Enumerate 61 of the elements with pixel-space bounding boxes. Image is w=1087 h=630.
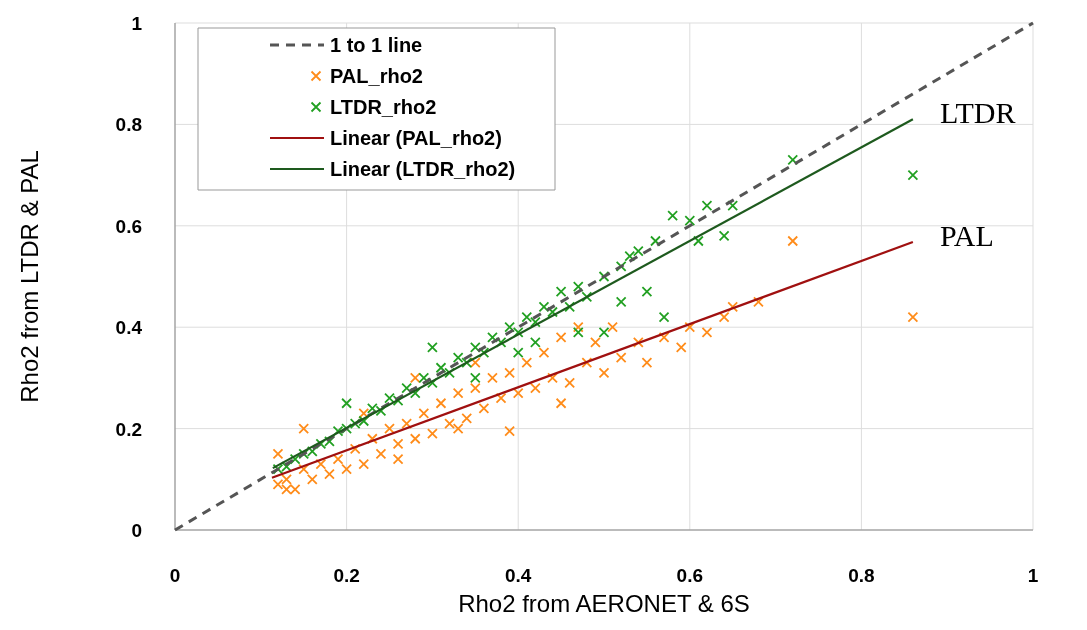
point bbox=[427, 342, 438, 353]
legend-label: Linear (LTDR_rho2) bbox=[330, 158, 516, 180]
point bbox=[461, 357, 473, 369]
y-tick-label: 0.2 bbox=[115, 418, 142, 440]
x-tick-label: 0.6 bbox=[676, 565, 704, 586]
point bbox=[598, 271, 610, 282]
y-tick-label: 0.6 bbox=[115, 215, 142, 237]
annotation: PAL bbox=[939, 219, 994, 253]
y-tick-label: 0.8 bbox=[115, 114, 142, 136]
point bbox=[564, 301, 576, 313]
point bbox=[692, 235, 704, 247]
y-tick-label: 0.4 bbox=[115, 317, 143, 339]
point bbox=[787, 154, 799, 166]
point bbox=[529, 337, 541, 348]
point bbox=[409, 387, 421, 399]
point bbox=[727, 200, 739, 211]
point bbox=[547, 306, 558, 318]
x-tick-label: 0.4 bbox=[504, 565, 532, 586]
point bbox=[718, 230, 730, 242]
point bbox=[572, 326, 584, 338]
point bbox=[512, 326, 524, 338]
x-axis-title: Rho2 from AERONET & 6S bbox=[458, 590, 750, 617]
point bbox=[598, 326, 610, 338]
annotation: LTDR bbox=[939, 96, 1016, 130]
point bbox=[521, 311, 533, 323]
point bbox=[289, 453, 301, 465]
point bbox=[615, 260, 627, 272]
point bbox=[469, 372, 481, 384]
point bbox=[452, 352, 464, 364]
point bbox=[632, 245, 644, 257]
point bbox=[538, 301, 550, 313]
x-tick-label: 0.8 bbox=[848, 565, 875, 586]
y-tick-label: 0 bbox=[131, 520, 142, 541]
point bbox=[615, 296, 627, 308]
point bbox=[581, 291, 593, 303]
point bbox=[641, 286, 653, 298]
point bbox=[401, 382, 413, 394]
point bbox=[529, 316, 541, 328]
legend-label: Linear (PAL_rho2) bbox=[330, 127, 502, 149]
point bbox=[572, 281, 584, 293]
point bbox=[701, 200, 713, 211]
x-tick-label: 0 bbox=[169, 565, 181, 586]
point bbox=[658, 311, 670, 323]
legend-label: PAL_rho2 bbox=[330, 65, 423, 87]
point bbox=[555, 286, 567, 298]
point bbox=[341, 397, 352, 409]
legend-label: 1 to 1 line bbox=[330, 34, 423, 56]
y-tick-label: 1 bbox=[131, 13, 143, 34]
point bbox=[487, 331, 498, 343]
point bbox=[684, 215, 696, 227]
point bbox=[478, 347, 490, 358]
y-axis-title: Rho2 from LTDR & PAL bbox=[16, 150, 43, 403]
x-tick-label: 1 bbox=[1027, 565, 1039, 586]
x-tick-label: 0.2 bbox=[333, 565, 360, 586]
point bbox=[435, 362, 447, 374]
point bbox=[650, 235, 661, 247]
point bbox=[469, 342, 481, 353]
legend-label: LTDR_rho2 bbox=[330, 96, 437, 118]
point bbox=[667, 210, 679, 222]
point bbox=[907, 169, 919, 181]
point bbox=[512, 347, 524, 358]
